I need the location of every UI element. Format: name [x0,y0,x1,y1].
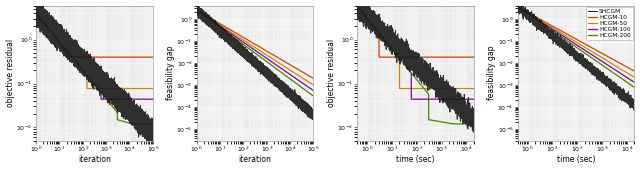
X-axis label: iteration: iteration [239,155,271,164]
Y-axis label: feasibility gap: feasibility gap [166,46,175,100]
X-axis label: time (sec): time (sec) [396,155,435,164]
X-axis label: iteration: iteration [78,155,111,164]
Legend: SHCGM, HCGM-10, HCGM-50, HCGM-100, HCGM-200: SHCGM, HCGM-10, HCGM-50, HCGM-100, HCGM-… [586,7,633,40]
Y-axis label: objective residual: objective residual [326,39,335,107]
X-axis label: time (sec): time (sec) [557,155,595,164]
Y-axis label: objective residual: objective residual [6,39,15,107]
Y-axis label: feasibility gap: feasibility gap [487,46,496,100]
